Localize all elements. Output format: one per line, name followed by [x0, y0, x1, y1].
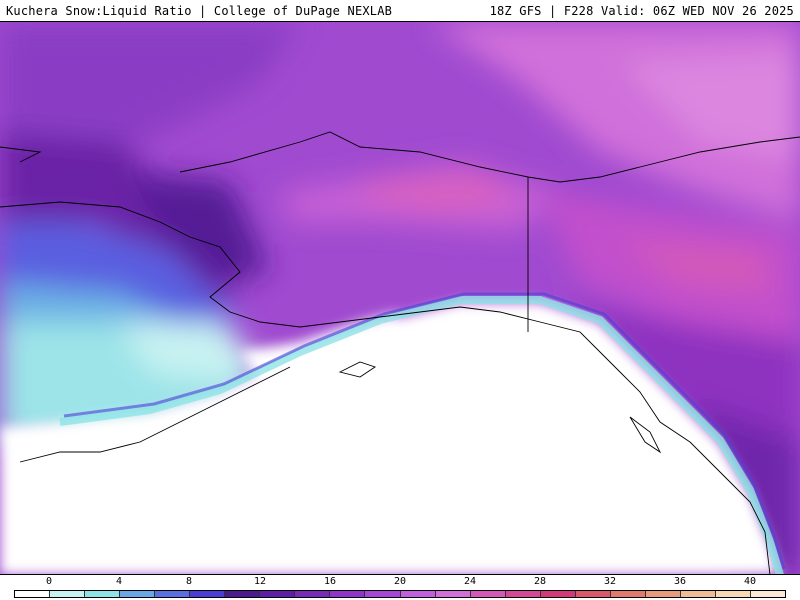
colorbar	[14, 590, 786, 598]
colorbar-cell	[330, 591, 366, 597]
legend-tick-label: 4	[115, 576, 123, 587]
header-bar: Kuchera Snow:Liquid Ratio | College of D…	[0, 0, 800, 22]
colorbar-cell	[155, 591, 191, 597]
colorbar-cell	[435, 591, 471, 597]
colorbar-cell	[260, 591, 296, 597]
coastlines	[0, 131, 800, 574]
colorbar-cell	[120, 591, 156, 597]
colorbar-cell	[680, 591, 716, 597]
legend-tick-label: 8	[185, 576, 193, 587]
colorbar-cell	[365, 591, 401, 597]
legend-tick-label: 0	[45, 576, 53, 587]
colorbar-cell	[470, 591, 506, 597]
colorbar-cell	[400, 591, 436, 597]
colorbar-cell	[85, 591, 121, 597]
legend-tick-label: 24	[463, 576, 477, 587]
legend-tick-label: 16	[323, 576, 337, 587]
colorbar-cell	[295, 591, 331, 597]
legend-tick-label: 36	[673, 576, 687, 587]
model-run-info: 18Z GFS | F228 Valid: 06Z WED NOV 26 202…	[489, 4, 794, 18]
colorbar-cell	[225, 591, 261, 597]
colorbar-cell	[575, 591, 611, 597]
product-title: Kuchera Snow:Liquid Ratio | College of D…	[6, 4, 393, 18]
legend-tick-label: 12	[253, 576, 267, 587]
colorbar-cell	[540, 591, 576, 597]
colorbar-cell	[750, 591, 786, 597]
legend-tick-label: 32	[603, 576, 617, 587]
legend-tick-label: 20	[393, 576, 407, 587]
forecast-map[interactable]	[0, 22, 800, 575]
colorbar-cell	[610, 591, 646, 597]
colorbar-cell	[50, 591, 86, 597]
colorbar-cell	[645, 591, 681, 597]
colorbar-cell	[505, 591, 541, 597]
snow-ratio-field	[0, 22, 800, 574]
legend-tick-label: 28	[533, 576, 547, 587]
colorbar-cell	[715, 591, 751, 597]
colorbar-cell	[15, 591, 51, 597]
colorbar-cell	[190, 591, 226, 597]
legend-tick-label: 40	[743, 576, 757, 587]
